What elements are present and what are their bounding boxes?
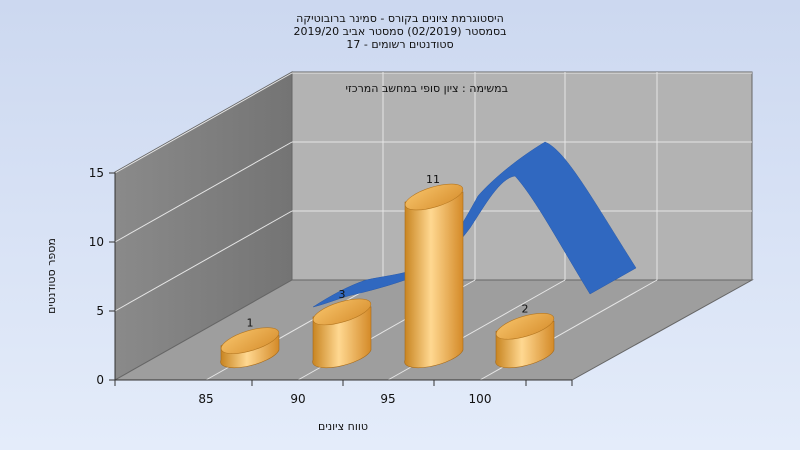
x-ticks: 85 90 95 100 <box>114 380 573 406</box>
title-line: היסטוגרמת ציונים בקורס - סמינר ברובוטיקה <box>296 12 504 25</box>
bars: 1 3 11 2 <box>220 173 555 369</box>
y-tick-label: 10 <box>89 235 104 249</box>
y-tick-label: 5 <box>96 304 104 318</box>
bar-body <box>404 191 464 369</box>
bar <box>404 183 464 369</box>
title-line: בסמסטר (02/2019) סמסטר אביב 2019/20 <box>293 25 506 38</box>
data-label: 1 <box>247 317 254 330</box>
y-axis-label: מספר סטודנטים <box>45 238 58 314</box>
bar-top <box>220 327 280 354</box>
grid-line <box>114 210 293 312</box>
y-tick-label: 0 <box>96 373 104 387</box>
data-label: 11 <box>426 173 440 186</box>
data-label: 2 <box>522 302 529 315</box>
bar-top <box>404 183 464 211</box>
title-line: סטודנטים רשומים - 17 <box>346 38 453 51</box>
grid-line <box>114 72 293 174</box>
x-axis-label: טווח ציונים <box>318 420 368 433</box>
chart-title: היסטוגרמת ציונים בקורס - סמינר ברובוטיקה… <box>293 12 506 51</box>
bar-top <box>312 298 372 326</box>
grid-lines <box>114 72 752 381</box>
data-label: 3 <box>339 288 346 301</box>
chart-subtitle: במשימה : ציון סופי במחשב המרכזי <box>346 82 509 95</box>
bar <box>220 327 280 369</box>
x-tick-label: 100 <box>469 392 492 406</box>
x-tick-label: 90 <box>290 392 305 406</box>
grid-line <box>114 141 293 243</box>
y-ticks: 0 5 10 15 <box>89 166 115 387</box>
bar-top <box>495 312 555 340</box>
x-tick-label: 85 <box>198 392 213 406</box>
bar <box>312 298 372 369</box>
x-tick-label: 95 <box>380 392 395 406</box>
bar <box>495 312 555 369</box>
y-tick-label: 15 <box>89 166 104 180</box>
